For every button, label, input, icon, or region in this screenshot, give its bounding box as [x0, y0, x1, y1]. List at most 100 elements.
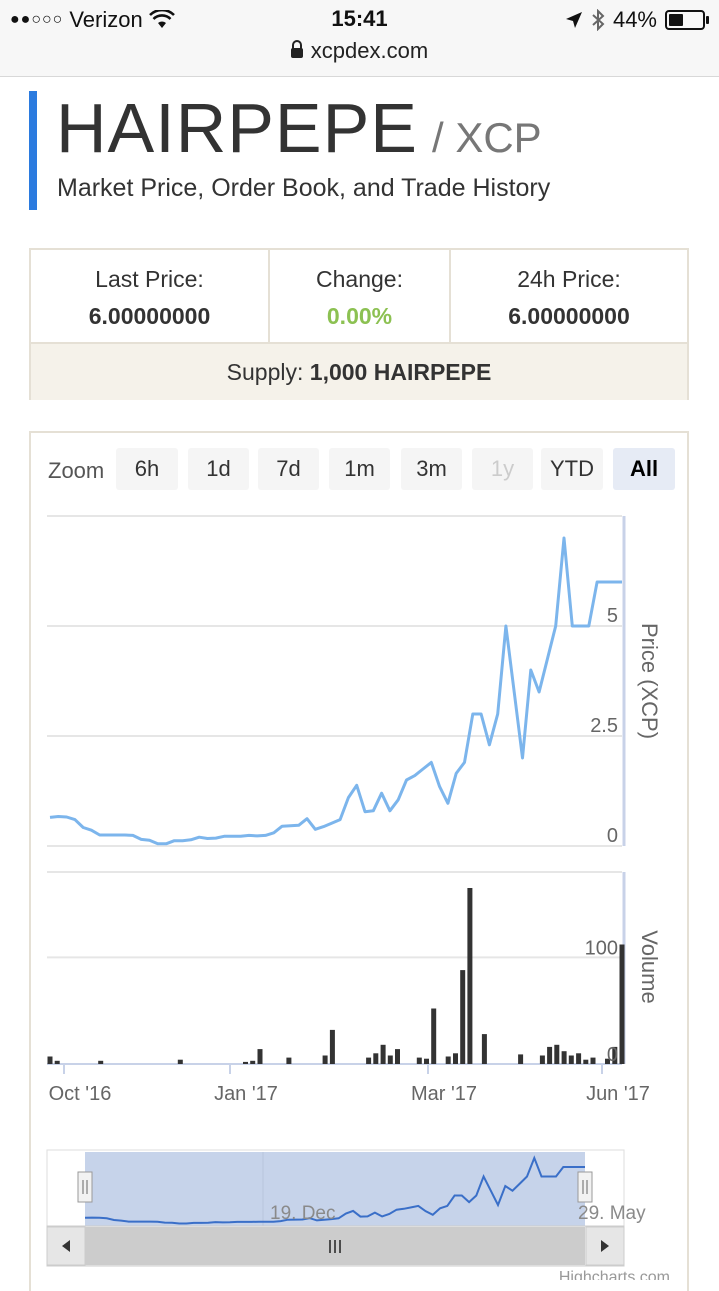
volume-bar[interactable]: [583, 1059, 589, 1064]
volume-bar[interactable]: [243, 1061, 248, 1064]
change-value: 0.00%: [326, 303, 393, 329]
price-tick-label: 0: [607, 825, 618, 847]
volume-bar[interactable]: [518, 1054, 524, 1064]
asset-name: HAIRPEPE: [56, 89, 418, 167]
volume-bar[interactable]: [561, 1051, 567, 1064]
volume-tick-label: 100: [585, 937, 618, 959]
price-24h-label: 24h Price:: [517, 266, 621, 292]
volume-bar[interactable]: [177, 1059, 183, 1064]
volume-bar[interactable]: [395, 1049, 400, 1064]
chart-credit[interactable]: Highcharts.com: [559, 1269, 670, 1280]
volume-bar[interactable]: [460, 970, 466, 1064]
zoom-button-all[interactable]: All: [613, 448, 675, 490]
address-bar[interactable]: xcpdex.com: [0, 38, 719, 64]
price-line[interactable]: [49, 536, 622, 846]
volume-bar[interactable]: [98, 1060, 104, 1064]
x-tick-label: Oct '16: [49, 1083, 112, 1105]
battery-percent: 44%: [612, 7, 657, 32]
chevron-right-icon: [601, 1240, 609, 1252]
zoom-button-1y: 1y: [472, 448, 533, 490]
volume-bar[interactable]: [250, 1060, 256, 1064]
volume-bar[interactable]: [612, 1046, 618, 1064]
clock: 15:41: [331, 6, 388, 31]
price-24h-value: 6.00000000: [508, 303, 630, 329]
volume-bar[interactable]: [329, 1029, 335, 1064]
zoom-button-3m[interactable]: 3m: [401, 448, 462, 490]
page-title: HAIRPEPE / XCP: [56, 88, 542, 168]
volume-bar[interactable]: [424, 1058, 429, 1064]
volume-bar[interactable]: [366, 1057, 372, 1064]
battery-icon: [665, 10, 709, 30]
chevron-left-icon: [62, 1240, 70, 1252]
navigator: 19. Dec 29. May III Highcharts.com: [46, 1149, 670, 1280]
volume-bar[interactable]: [47, 1056, 53, 1065]
volume-bar[interactable]: [453, 1053, 458, 1064]
bluetooth-icon: [592, 9, 605, 31]
title-accent-bar: [29, 91, 37, 210]
x-tick-label: Jan '17: [214, 1083, 278, 1105]
volume-bar[interactable]: [257, 1049, 263, 1064]
wifi-icon: [148, 10, 175, 28]
chart-axes: 0 2.5 5 Price (XCP) 0 100 Volume Oct '16 Jan '17…: [49, 605, 662, 1105]
navigator-series-line: [84, 1155, 585, 1225]
market-stats-panel: Last Price: 6.00000000 Change: 0.00% 24h…: [29, 248, 689, 400]
volume-tick-label: 0: [607, 1044, 618, 1066]
zoom-button-ytd[interactable]: YTD: [541, 448, 603, 490]
last-price-label: Last Price:: [95, 266, 204, 292]
x-tick-label: Mar '17: [411, 1083, 477, 1105]
zoom-button-1d[interactable]: 1d: [188, 448, 249, 490]
volume-bar[interactable]: [387, 1055, 393, 1065]
volume-bar[interactable]: [590, 1057, 596, 1064]
change-label: Change:: [316, 266, 403, 292]
zoom-button-6h[interactable]: 6h: [116, 448, 178, 490]
volume-bar[interactable]: [286, 1057, 292, 1064]
carrier-name: Verizon: [69, 7, 143, 32]
navigator-date-left: 19. Dec: [270, 1203, 335, 1224]
volume-bar[interactable]: [467, 888, 473, 1064]
status-left: ●●○○○ Verizon: [10, 7, 175, 33]
scrollbar-grip-icon: III: [327, 1237, 342, 1257]
page-subtitle: Market Price, Order Book, and Trade Hist…: [57, 174, 551, 202]
navigator-date-right: 29. May: [578, 1203, 646, 1224]
volume-bar[interactable]: [54, 1060, 60, 1064]
volume-bar[interactable]: [380, 1044, 386, 1064]
volume-bar[interactable]: [605, 1058, 610, 1064]
zoom-button-7d[interactable]: 7d: [258, 448, 319, 490]
price-24h-cell: 24h Price: 6.00000000: [451, 250, 687, 342]
volume-axis-title: Volume: [637, 930, 662, 1003]
lock-icon: [290, 40, 303, 58]
price-axis-title: Price (XCP): [637, 623, 662, 739]
volume-series: [47, 888, 625, 1065]
volume-bar[interactable]: [547, 1046, 553, 1064]
price-series: [49, 536, 622, 846]
scrollbar-thumb[interactable]: [85, 1227, 585, 1265]
navigator-handle-left[interactable]: [77, 1171, 93, 1203]
volume-bar[interactable]: [481, 1034, 487, 1064]
volume-bar[interactable]: [539, 1055, 545, 1065]
volume-bar[interactable]: [568, 1055, 574, 1065]
volume-bar[interactable]: [554, 1044, 560, 1064]
volume-bar[interactable]: [322, 1055, 328, 1065]
supply-value: 1,000 HAIRPEPE: [309, 359, 492, 385]
volume-bar[interactable]: [619, 944, 625, 1065]
volume-bar[interactable]: [416, 1057, 422, 1064]
last-price-value: 6.00000000: [88, 303, 211, 329]
url-text: xcpdex.com: [310, 38, 429, 63]
navigator-selection[interactable]: [85, 1152, 585, 1226]
navigator-handle-right[interactable]: [577, 1171, 593, 1203]
price-tick-label: 5: [607, 605, 618, 627]
location-arrow-icon: [565, 12, 582, 28]
volume-bar[interactable]: [576, 1053, 582, 1064]
zoom-button-1m[interactable]: 1m: [329, 448, 390, 490]
chart-grid: [47, 515, 626, 1065]
x-tick-label: Jun '17: [586, 1083, 650, 1105]
last-price-cell: Last Price: 6.00000000: [31, 250, 270, 342]
status-right: 44%: [565, 7, 709, 33]
change-cell: Change: 0.00%: [270, 250, 451, 342]
volume-bar[interactable]: [431, 1008, 437, 1065]
supply-row: Supply: 1,000 HAIRPEPE: [31, 342, 687, 400]
volume-bar[interactable]: [373, 1053, 379, 1064]
pair-suffix: / XCP: [432, 114, 542, 161]
volume-bar[interactable]: [445, 1056, 451, 1065]
